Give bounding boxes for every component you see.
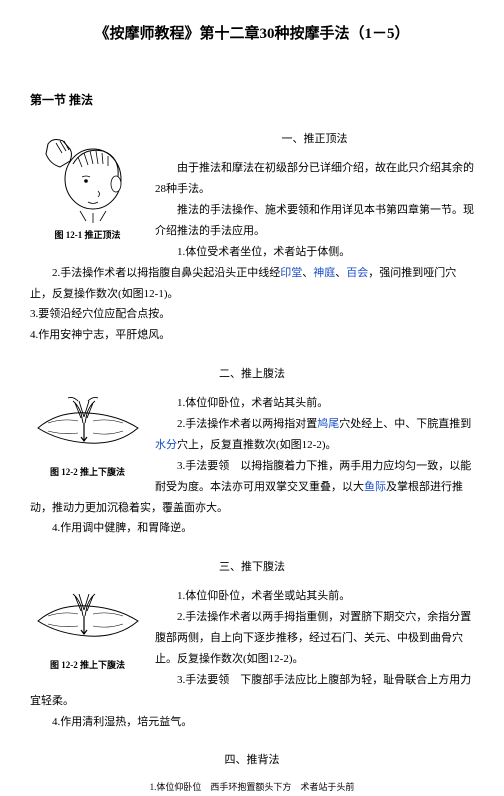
technique-3-block: 三、推下腹法 图 12-2 推上下腹法 1.体位仰卧位，术者坐或站其头前。 2.… bbox=[30, 557, 474, 732]
technique-3-para4: 4.作用清利湿热，培元益气。 bbox=[30, 712, 474, 733]
figure-1: 图 12-1 推正顶法 bbox=[30, 129, 145, 244]
text-span: 穴处经上、中、下脘直推到 bbox=[339, 418, 471, 430]
text-span: 2.手法操作术者以拇指腹自鼻尖起沿头正中线经 bbox=[52, 267, 280, 279]
technique-1-block: 图 12-1 推正顶法 一、推正顶法 由于推法和摩法在初级部分已详细介绍，故在此… bbox=[30, 129, 474, 346]
figure-1-caption: 图 12-1 推正顶法 bbox=[30, 227, 145, 244]
technique-1-para4: 2.手法操作术者以拇指腹自鼻尖起沿头正中线经印堂、神庭、百会，强问推到哑门穴止，… bbox=[30, 263, 474, 305]
technique-2-para4: 4.作用调中健脾，和胃降逆。 bbox=[30, 518, 474, 539]
figure-3: 图 12-2 推上下腹法 bbox=[30, 586, 145, 674]
acupoint-link-baihui[interactable]: 百会 bbox=[346, 267, 368, 279]
lower-abdomen-illustration bbox=[33, 586, 143, 654]
document-title: 《按摩师教程》第十二章30种按摩手法（1－5） bbox=[30, 20, 474, 49]
technique-4-subtitle: 四、推背法 bbox=[30, 750, 474, 771]
acupoint-link-yintang[interactable]: 印堂 bbox=[280, 267, 302, 279]
technique-1-para6: 4.作用安神宁志，平肝熄风。 bbox=[30, 325, 474, 346]
technique-3-subtitle: 三、推下腹法 bbox=[30, 557, 474, 578]
text-span: 穴上，反复直推数次(如图12-2)。 bbox=[177, 439, 337, 451]
section-header: 第一节 推法 bbox=[30, 89, 474, 112]
acupoint-link-shuifen[interactable]: 水分 bbox=[155, 439, 177, 451]
figure-2-caption: 图 12-2 推上下腹法 bbox=[30, 464, 145, 481]
text-span: 、 bbox=[335, 267, 346, 279]
acupoint-link-shenting[interactable]: 神庭 bbox=[313, 267, 335, 279]
text-span: 、 bbox=[302, 267, 313, 279]
technique-2-subtitle: 二、推上腹法 bbox=[30, 364, 474, 385]
figure-3-caption: 图 12-2 推上下腹法 bbox=[30, 657, 145, 674]
text-span: 2.手法操作术者以两拇指对置 bbox=[177, 418, 317, 430]
technique-1-para3: 1.体位受术者坐位，术者站于体侧。 bbox=[30, 242, 474, 263]
technique-1-para5: 3.要领沿经穴位应配合点按。 bbox=[30, 304, 474, 325]
acupoint-link-jiuwei[interactable]: 鸠尾 bbox=[317, 418, 339, 430]
figure-2: 图 12-2 推上下腹法 bbox=[30, 393, 145, 481]
abdomen-massage-illustration bbox=[33, 393, 143, 461]
technique-4-block: 四、推背法 1.体位仰卧位 西手环抱置额头下方 术者站于头前 bbox=[30, 750, 474, 796]
acupoint-link-yuji[interactable]: 鱼际 bbox=[364, 481, 386, 493]
technique-2-block: 二、推上腹法 图 12-2 推上下腹法 1.体位仰卧位，术者站其头前。 2.手法… bbox=[30, 364, 474, 539]
head-massage-illustration bbox=[38, 129, 138, 224]
technique-3-para3: 3.手法要领 下腹部手法应比上腹部为轻，耻骨联合上方用力宜轻柔。 bbox=[30, 670, 474, 712]
technique-4-partial: 1.体位仰卧位 西手环抱置额头下方 术者站于头前 bbox=[30, 779, 474, 796]
